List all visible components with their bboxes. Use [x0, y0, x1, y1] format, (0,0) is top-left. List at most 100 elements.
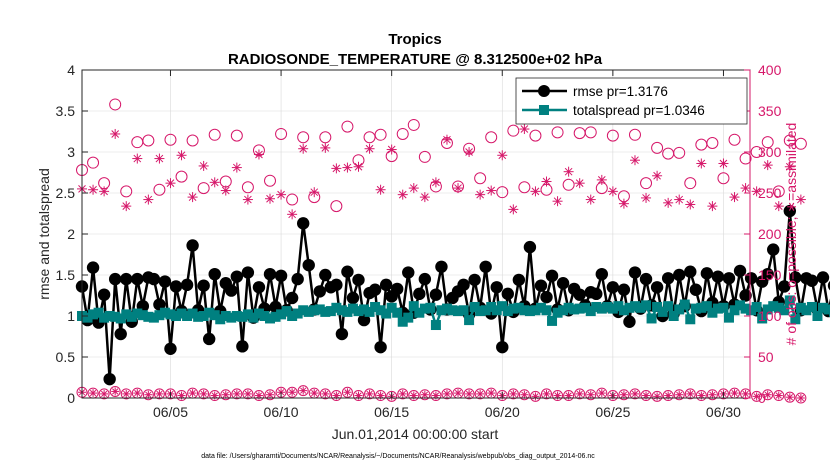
- spread-point: [707, 307, 718, 318]
- obs-assimilated-point: [209, 177, 220, 188]
- asterisk-stroke: [564, 167, 573, 176]
- obs-small-asterisk: [763, 390, 772, 399]
- asterisk-stroke: [100, 187, 108, 196]
- spread-point: [126, 311, 137, 322]
- y-left-tick-label: 4: [67, 62, 75, 78]
- obs-small-asterisk: [122, 389, 131, 398]
- obs-small-point: [507, 388, 519, 400]
- asterisk-stroke: [133, 154, 142, 163]
- rmse-point: [650, 281, 664, 294]
- spread-point: [558, 305, 569, 316]
- rmse-point: [147, 272, 161, 286]
- asterisk-stroke: [742, 390, 749, 398]
- spread-point: [386, 302, 397, 313]
- rmse-point: [197, 279, 210, 292]
- spread-point: [613, 301, 624, 312]
- obs-small-point: [474, 388, 486, 400]
- rmse-point: [158, 275, 172, 288]
- rmse-point: [623, 315, 636, 328]
- asterisk-stroke: [653, 171, 661, 180]
- spread-point: [259, 311, 270, 321]
- rmse-point: [319, 268, 332, 282]
- spread-point: [331, 302, 342, 313]
- obs-possible-point: [164, 133, 177, 146]
- rmse-point: [164, 342, 177, 355]
- asterisk-stroke: [288, 389, 296, 396]
- spread-point: [464, 315, 475, 326]
- spread-point: [486, 301, 497, 312]
- obs-small-asterisk: [89, 389, 98, 398]
- asterisk-stroke: [322, 390, 329, 398]
- obs-possible-point: [186, 134, 199, 147]
- spread-point: [242, 309, 253, 320]
- asterisk-stroke: [377, 392, 384, 399]
- spread-point: [292, 308, 303, 319]
- rmse-point: [108, 272, 122, 286]
- rmse-point: [97, 288, 111, 301]
- obs-assimilated-point: [663, 197, 674, 208]
- obs-small-asterisk: [686, 389, 695, 398]
- obs-small-point: [408, 390, 420, 402]
- asterisk-stroke: [542, 177, 551, 186]
- spread-point: [502, 306, 513, 317]
- rmse-point: [722, 272, 736, 285]
- asterisk-stroke: [188, 193, 197, 201]
- chart-title: Tropics: [388, 31, 441, 48]
- rmse-point: [236, 340, 249, 353]
- spread-point: [193, 311, 204, 322]
- asterisk-stroke: [189, 389, 196, 397]
- obs-assimilated-point: [154, 153, 165, 164]
- spread-point: [436, 305, 447, 316]
- obs-assimilated-point: [585, 194, 596, 205]
- obs-small-point: [496, 390, 508, 402]
- asterisk-stroke: [387, 145, 396, 154]
- rmse-point: [390, 282, 404, 296]
- obs-small-asterisk: [155, 389, 164, 398]
- obs-possible-point: [407, 118, 420, 131]
- rmse-point: [789, 271, 802, 284]
- asterisk-stroke: [233, 390, 240, 398]
- spread-point: [375, 305, 386, 316]
- spread-point: [137, 310, 148, 321]
- spread-point: [480, 305, 491, 316]
- obs-assimilated-point: [320, 142, 331, 153]
- spread-point: [635, 302, 646, 313]
- asterisk-stroke: [676, 391, 683, 398]
- rmse-point: [573, 288, 586, 301]
- rmse-point: [761, 267, 774, 281]
- rmse-point: [501, 287, 514, 301]
- y-right-tick-label: 250: [758, 185, 782, 201]
- asterisk-stroke: [675, 195, 684, 204]
- legend-rmse-marker: [538, 85, 550, 97]
- obs-small-asterisk: [520, 390, 529, 399]
- obs-assimilated-point: [132, 153, 143, 164]
- spread-point: [248, 312, 259, 323]
- spread-point: [281, 306, 292, 317]
- obs-small-asterisk: [243, 389, 252, 398]
- y-left-tick-label: 0.5: [56, 349, 76, 365]
- obs-assimilated-point: [629, 155, 640, 166]
- obs-assimilated-point: [552, 196, 563, 207]
- obs-assimilated-point: [508, 204, 519, 215]
- asterisk-stroke: [697, 159, 706, 168]
- asterisk-stroke: [432, 392, 440, 399]
- obs-possible-point: [363, 131, 376, 144]
- rmse-point: [153, 298, 166, 311]
- obs-assimilated-point: [519, 124, 530, 135]
- rmse-point: [700, 267, 714, 280]
- rmse-point: [230, 270, 244, 283]
- asterisk-stroke: [332, 164, 341, 173]
- asterisk-stroke: [266, 391, 274, 398]
- obs-small-asterisk: [630, 389, 639, 398]
- spread-point: [237, 311, 248, 322]
- spread-point: [93, 307, 104, 318]
- asterisk-stroke: [476, 190, 484, 199]
- y-right-tick-label: 400: [758, 62, 782, 78]
- obs-small-point: [563, 390, 575, 402]
- rmse-point: [545, 269, 559, 283]
- asterisk-stroke: [631, 390, 639, 398]
- asterisk-stroke: [310, 188, 319, 197]
- spread-point: [165, 309, 176, 320]
- obs-small-point: [717, 388, 729, 400]
- obs-small-point: [109, 385, 121, 397]
